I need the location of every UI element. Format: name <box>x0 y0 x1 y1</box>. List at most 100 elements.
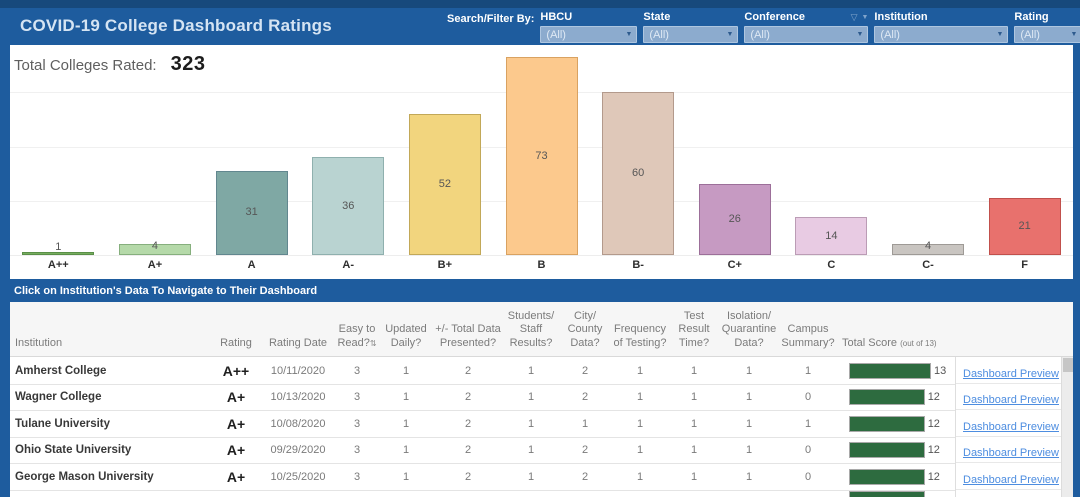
cell-rating-date[interactable]: 10/13/2020 <box>270 391 326 404</box>
cell-rating[interactable]: A+ <box>226 415 246 432</box>
column-header-isolation[interactable]: Isolation/ Quarantine Data? <box>720 302 778 356</box>
cell-score-frequency[interactable]: 1 <box>636 391 644 404</box>
cell-total-score[interactable]: 12 <box>838 442 955 459</box>
cell-rating[interactable]: A+ <box>226 389 246 406</box>
total-score-bar[interactable] <box>849 442 925 459</box>
cell-institution[interactable]: Wagner College <box>15 391 102 404</box>
axis-label-B-[interactable]: B- <box>632 259 644 271</box>
column-header-frequency[interactable]: Frequency of Testing? <box>612 302 668 356</box>
cell-score-total_data[interactable]: 2 <box>464 364 472 377</box>
total-score-bar[interactable] <box>849 468 925 485</box>
table-row-ohio-state-university[interactable]: Ohio State University A+ 09/29/2020 3 1 2 1 2 1 1… <box>10 437 955 464</box>
dashboard-preview-link[interactable]: Dashboard Preview <box>963 367 1059 380</box>
axis-label-B[interactable]: B <box>537 259 546 271</box>
column-header-city[interactable]: City/ County Data? <box>558 302 612 356</box>
cell-score-campus[interactable]: 1 <box>804 364 812 377</box>
cell-score-isolation[interactable]: 1 <box>745 444 753 457</box>
cell-institution[interactable]: Amherst College <box>15 364 107 377</box>
cell-score-total_data[interactable]: 2 <box>464 391 472 404</box>
bar-F[interactable] <box>988 198 1061 255</box>
cell-score-students[interactable]: 1 <box>527 417 535 430</box>
cell-score-test_time[interactable]: 1 <box>690 470 698 483</box>
dashboard-preview-link[interactable]: Dashboard Preview <box>963 420 1059 433</box>
cell-score-students[interactable]: 1 <box>527 444 535 457</box>
axis-label-A[interactable]: A <box>247 259 256 271</box>
dashboard-preview-link[interactable]: Dashboard Preview <box>963 394 1059 406</box>
cell-score-test_time[interactable]: 1 <box>690 364 698 377</box>
cell-score-updated[interactable]: 1 <box>402 444 410 457</box>
cell-score-easy[interactable]: 3 <box>353 444 361 457</box>
filter-dropdown-hbcu[interactable]: (All) ▼ <box>540 26 638 43</box>
cell-score-isolation[interactable]: 1 <box>745 417 753 430</box>
column-header-test_time[interactable]: Test Result Time? <box>668 302 720 356</box>
cell-score-easy[interactable]: 3 <box>353 417 361 430</box>
total-score-bar[interactable] <box>849 362 931 379</box>
scrollbar-thumb[interactable] <box>1063 358 1073 372</box>
bar-B+[interactable] <box>408 113 481 255</box>
cell-score-city[interactable]: 2 <box>581 470 589 483</box>
cell-score-isolation[interactable]: 1 <box>745 391 753 404</box>
sort-icon[interactable]: ⇅ <box>369 338 377 348</box>
cell-score-campus[interactable]: 1 <box>804 417 812 430</box>
cell-total-score[interactable]: 13 <box>838 362 955 379</box>
bar-B[interactable] <box>505 57 578 255</box>
column-header-total_data[interactable]: +/- Total Data Presented? <box>432 302 504 356</box>
cell-score-total_data[interactable]: 2 <box>464 470 472 483</box>
cell-score-frequency[interactable]: 1 <box>636 470 644 483</box>
total-score-bar[interactable] <box>849 389 925 406</box>
column-header-students[interactable]: Students/ Staff Results? <box>504 302 558 356</box>
table-row-george-mason-university[interactable]: George Mason University A+ 10/25/2020 3 1 2 1 2… <box>10 464 955 491</box>
axis-label-C-[interactable]: C- <box>922 259 934 271</box>
table-scrollbar[interactable] <box>1061 357 1073 497</box>
axis-label-C[interactable]: C <box>827 259 836 271</box>
axis-label-A+[interactable]: A+ <box>147 259 163 271</box>
column-header-updated[interactable]: Updated Daily? <box>380 302 432 356</box>
cell-score-city[interactable]: 2 <box>581 391 589 404</box>
cell-institution[interactable]: George Mason University <box>15 470 154 483</box>
filter-funnel-icon[interactable]: ▽ <box>850 11 858 22</box>
axis-label-C+[interactable]: C+ <box>727 259 742 271</box>
cell-rating[interactable]: A+ <box>226 442 246 459</box>
column-header-institution[interactable]: Institution <box>10 302 210 356</box>
dashboard-preview-link[interactable]: Dashboard Preview <box>963 473 1059 486</box>
column-header-easy[interactable]: Easy to Read?⇅ <box>334 302 380 356</box>
cell-score-students[interactable]: 1 <box>527 470 535 483</box>
table-row-wagner-college[interactable]: Wagner College A+ 10/13/2020 3 1 2 1 2 1 1 1 0 12 <box>10 384 955 411</box>
cell-score-frequency[interactable]: 1 <box>636 364 644 377</box>
axis-label-B+[interactable]: B+ <box>437 259 453 271</box>
total-score-bar[interactable] <box>849 415 925 432</box>
column-header-date[interactable]: Rating Date <box>262 302 334 356</box>
cell-institution[interactable]: Ohio State University <box>15 444 132 457</box>
cell-score-easy[interactable]: 3 <box>353 391 361 404</box>
cell-score-students[interactable]: 1 <box>527 364 535 377</box>
cell-score-campus[interactable]: 0 <box>804 391 812 404</box>
cell-score-campus[interactable]: 0 <box>804 444 812 457</box>
bar-A+[interactable] <box>118 244 191 255</box>
bar-C+[interactable] <box>698 184 771 255</box>
cell-score-isolation[interactable]: 1 <box>745 364 753 377</box>
bar-A++[interactable] <box>22 252 95 255</box>
cell-total-score[interactable]: 12 <box>838 389 955 406</box>
cell-score-easy[interactable]: 3 <box>353 470 361 483</box>
dashboard-preview-link[interactable]: Dashboard Preview <box>963 447 1059 459</box>
cell-score-updated[interactable]: 1 <box>402 417 410 430</box>
cell-score-total_data[interactable]: 2 <box>464 444 472 457</box>
cell-score-city[interactable]: 2 <box>581 364 589 377</box>
bar-C[interactable] <box>795 217 868 255</box>
cell-score-test_time[interactable]: 1 <box>690 444 698 457</box>
cell-total-score[interactable]: 12 <box>838 468 955 485</box>
axis-label-A-[interactable]: A- <box>342 259 355 271</box>
cell-rating[interactable]: A++ <box>222 362 250 379</box>
table-row-tulane-university[interactable]: Tulane University A+ 10/08/2020 3 1 2 1 1 1 1 1 1 12 <box>10 411 955 438</box>
cell-rating[interactable]: A+ <box>226 468 246 485</box>
filter-dropdown-state[interactable]: (All) ▼ <box>643 26 739 43</box>
bar-A-[interactable] <box>312 157 385 255</box>
cell-score-frequency[interactable]: 1 <box>636 444 644 457</box>
column-header-rating[interactable]: Rating <box>210 302 262 356</box>
cell-institution[interactable]: Tulane University <box>15 417 111 430</box>
cell-score-total_data[interactable]: 2 <box>464 417 472 430</box>
bar-A[interactable] <box>215 170 288 255</box>
cell-score-students[interactable]: 1 <box>527 391 535 404</box>
cell-score-frequency[interactable]: 1 <box>636 417 644 430</box>
cell-rating-date[interactable]: 10/25/2020 <box>270 470 326 483</box>
